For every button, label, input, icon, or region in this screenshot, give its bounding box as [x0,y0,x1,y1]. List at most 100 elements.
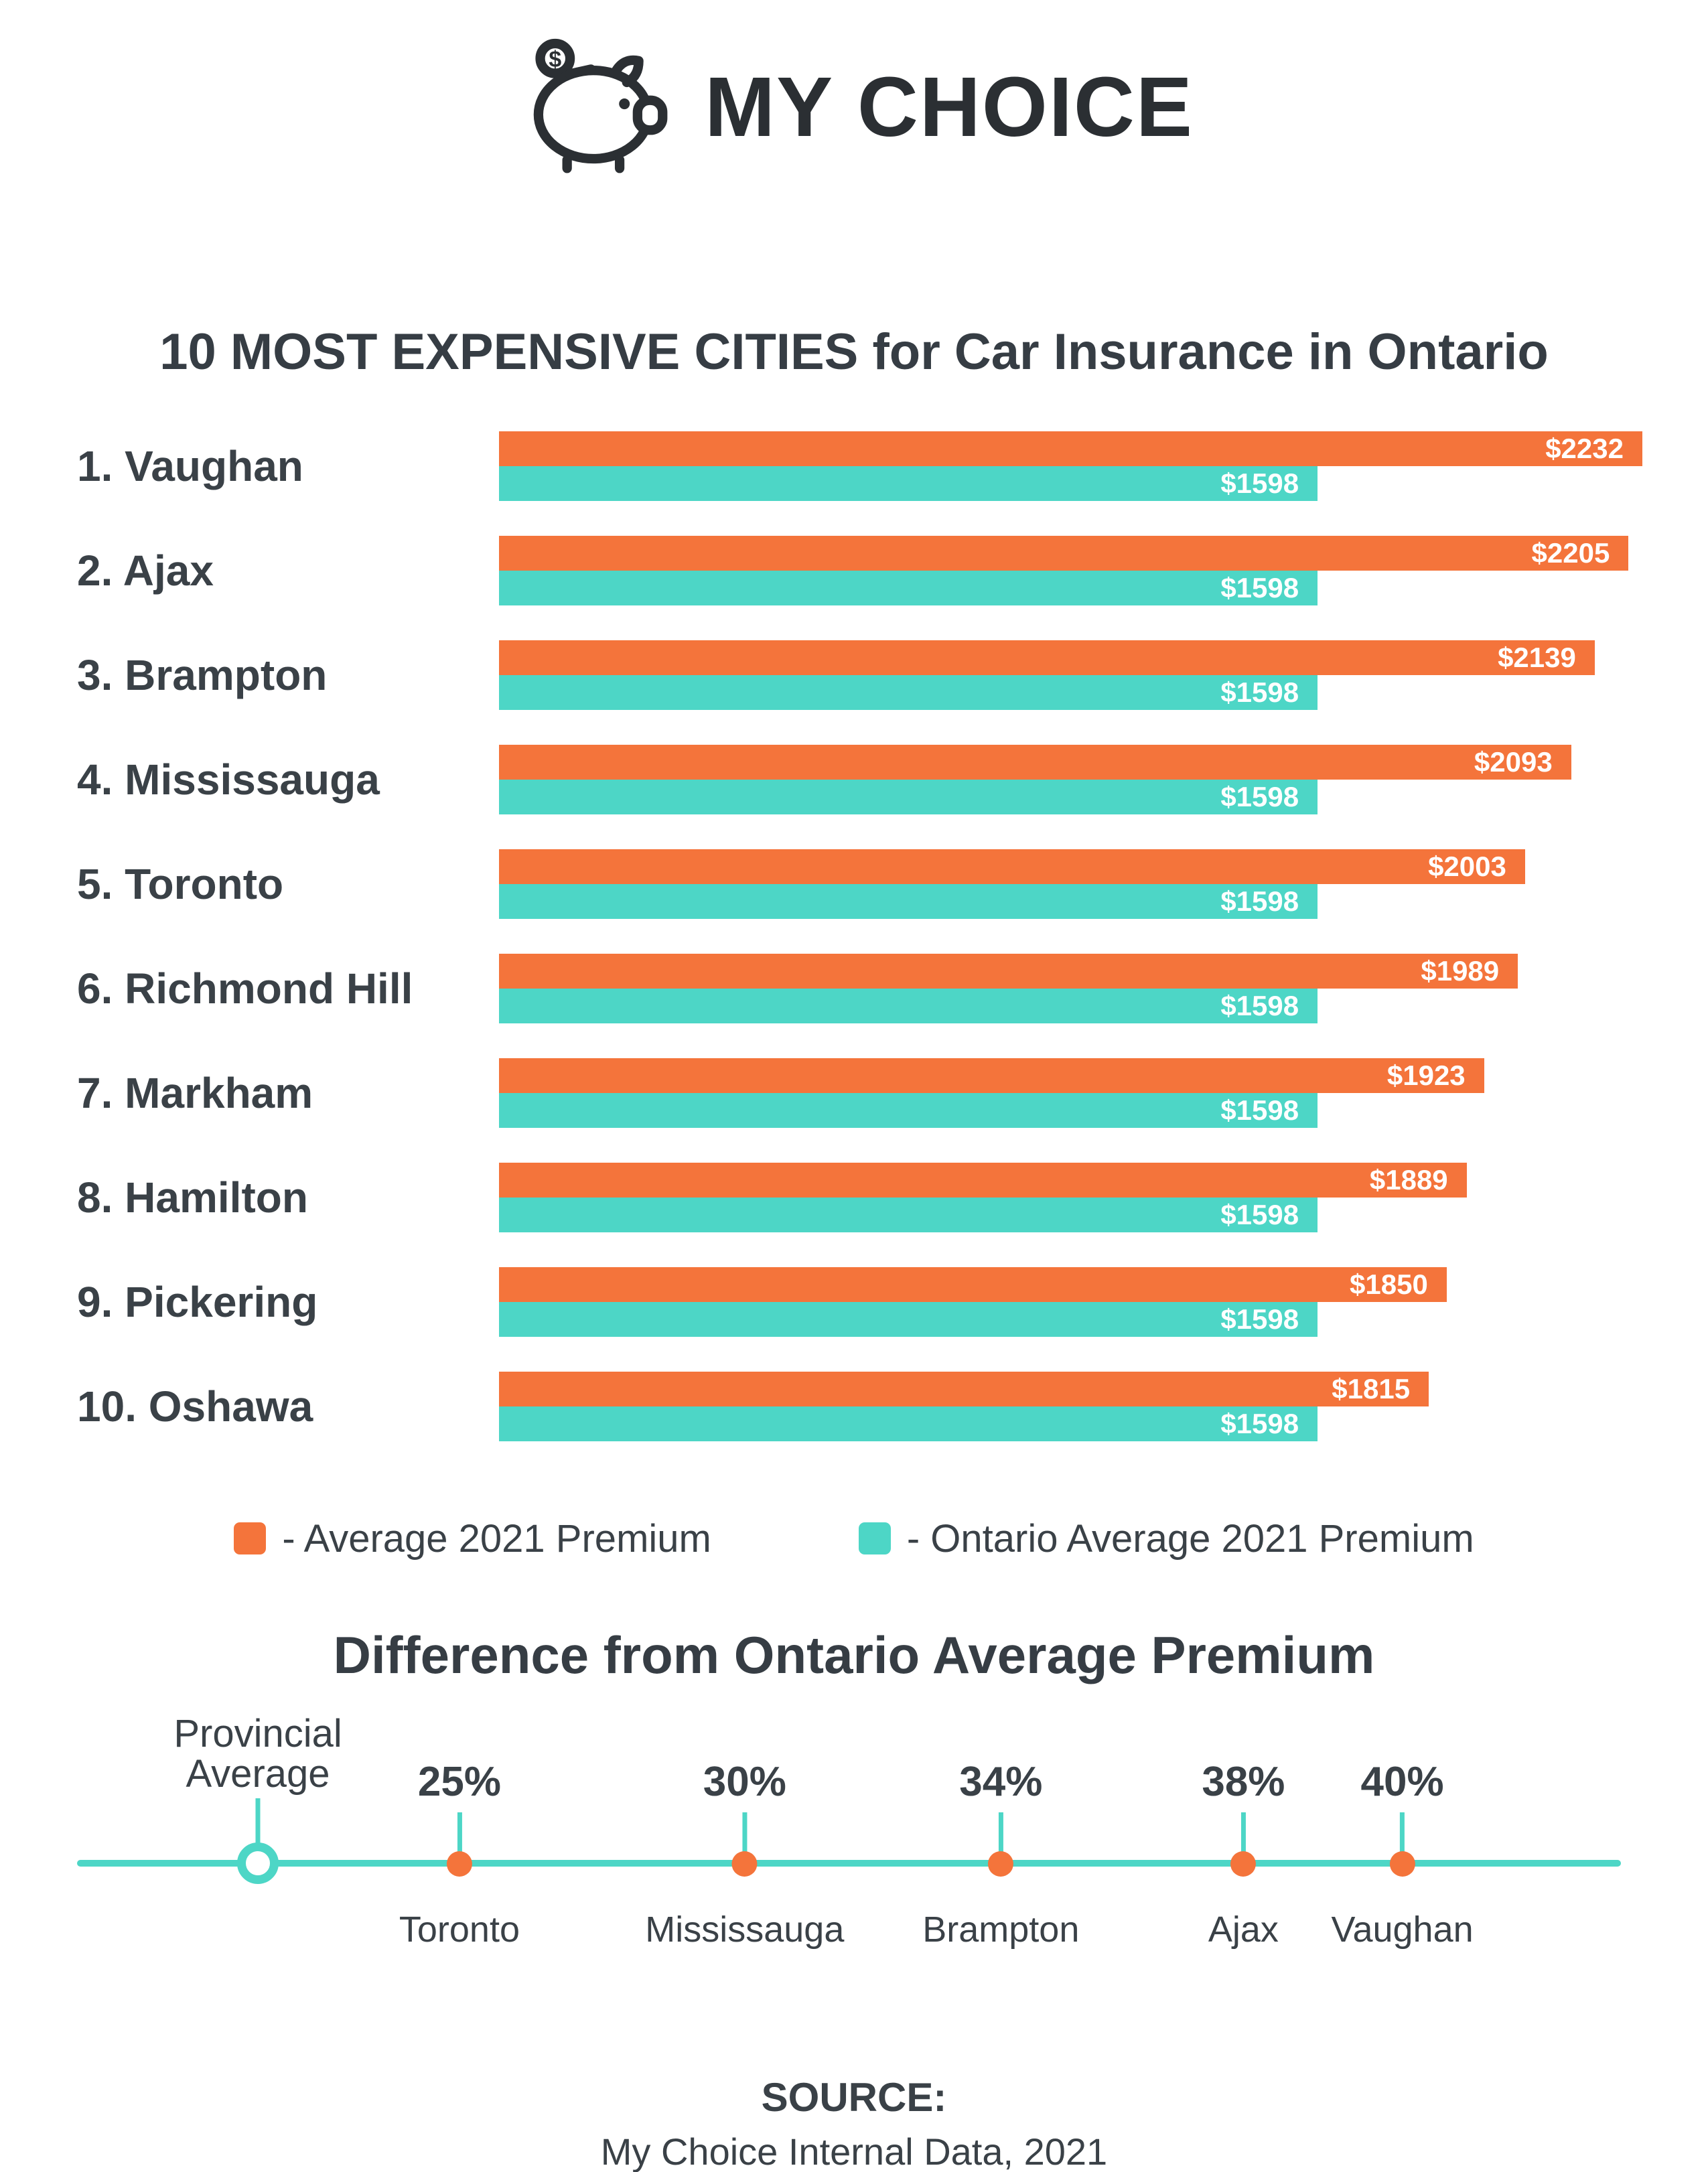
ontario-average-bar: $1598 [499,1197,1318,1232]
city-label: 8. Hamilton [77,1173,308,1222]
legend: - Average 2021 Premium - Ontario Average… [0,1516,1708,1561]
city-label: 6. Richmond Hill [77,964,413,1013]
bar-track: $2139 $1598 [499,640,1642,710]
bar-value-label: $2205 [1531,536,1610,569]
city-premium-bar: $1889 [499,1162,1467,1198]
legend-swatch-orange [234,1522,267,1555]
city-premium-bar: $2139 [499,640,1595,675]
ontario-average-bar: $1598 [499,465,1318,501]
bar-value-label: $2139 [1498,641,1576,673]
point-dot [1230,1851,1257,1877]
point-tick [457,1812,462,1859]
bar-value-label: $1598 [1220,1198,1299,1230]
city-label: 5. Toronto [77,859,284,908]
provincial-average-line2: Average [186,1751,330,1796]
point-city-label: Vaughan [1331,1909,1474,1950]
point-dot [731,1851,758,1877]
bar-track: $2003 $1598 [499,849,1642,919]
bar-row: 8. Hamilton $1889 $1598 [77,1162,1708,1232]
bar-track: $1923 $1598 [499,1058,1642,1128]
difference-section-title: Difference from Ontario Average Premium [333,1625,1375,1684]
timeline-point: 40% Vaughan [1331,1686,1473,1950]
percent-label: 40% [1360,1758,1444,1805]
percent-label: 38% [1202,1758,1285,1805]
ontario-average-bar: $1598 [499,1301,1318,1337]
svg-text:$: $ [549,46,562,72]
footer: SOURCE: My Choice Internal Data, 2021 [0,2074,1708,2172]
ontario-average-bar: $1598 [499,674,1318,710]
ontario-average-bar: $1598 [499,1406,1318,1441]
bar-value-label: $2232 [1545,432,1624,464]
bar-track: $2205 $1598 [499,535,1642,605]
timeline-chart: Provincial Average 25% Toronto 30% Mississa… [0,1686,1708,1974]
city-premium-bar: $1923 [499,1058,1484,1093]
city-label: 2. Ajax [77,546,214,595]
legend-label: - Ontario Average 2021 Premium [906,1516,1474,1561]
legend-item-city-premium: - Average 2021 Premium [234,1516,711,1561]
bar-value-label: $1923 [1386,1059,1466,1091]
piggy-bank-icon: $ [533,38,668,173]
legend-item-ontario-average: - Ontario Average 2021 Premium [858,1516,1474,1561]
bar-row: 6. Richmond Hill $1989 $1598 [77,953,1708,1023]
bar-row: 10. Oshawa $1815 $1598 [77,1371,1708,1441]
bar-track: $1850 $1598 [499,1266,1642,1337]
point-city-label: Ajax [1208,1909,1279,1950]
bar-row: 2. Ajax $2205 $1598 [77,535,1708,605]
provincial-average-label: Provincial Average [173,1711,342,1796]
point-city-label: Toronto [399,1909,520,1950]
bar-row: 1. Vaughan $2232 $1598 [77,431,1708,501]
bar-chart: 1. Vaughan $2232 $1598 2. Ajax $2205 $1598 3. … [0,431,1708,1441]
bar-value-label: $1598 [1220,676,1299,708]
timeline-point: 30% Mississauga [645,1686,844,1950]
bar-value-label: $1989 [1421,954,1500,987]
point-dot [988,1851,1014,1877]
ontario-average-bar: $1598 [499,779,1318,814]
bar-value-label: $1815 [1332,1372,1411,1404]
point-tick [1240,1812,1246,1859]
city-label: 9. Pickering [77,1277,318,1326]
ontario-average-bar: $1598 [499,883,1318,919]
bar-value-label: $2093 [1474,745,1553,778]
point-tick [742,1812,748,1859]
point-dot [446,1851,472,1877]
ontario-average-bar: $1598 [499,570,1318,605]
bar-row: 5. Toronto $2003 $1598 [77,849,1708,919]
bar-value-label: $1598 [1220,1407,1299,1439]
legend-label: - Average 2021 Premium [282,1516,711,1561]
bar-value-label: $1889 [1369,1163,1448,1196]
city-premium-bar: $1850 [499,1266,1447,1302]
timeline-point: 34% Brampton [922,1686,1079,1950]
bar-track: $1815 $1598 [499,1371,1642,1441]
point-city-label: Mississauga [645,1909,845,1950]
bar-value-label: $2003 [1428,850,1506,882]
brand-header: $ MY CHOICE [0,0,1708,178]
city-premium-bar: $2232 [499,431,1642,466]
city-premium-bar: $2003 [499,849,1525,884]
timeline-axis [77,1859,1621,1867]
brand-name: MY CHOICE [705,59,1194,154]
page-title: 10 MOST EXPENSIVE CITIES for Car Insuran… [159,323,1549,380]
city-label: 3. Brampton [77,650,328,699]
city-label: 10. Oshawa [77,1382,313,1431]
bar-row: 3. Brampton $2139 $1598 [77,640,1708,710]
ontario-average-bar: $1598 [499,988,1318,1023]
percent-label: 30% [703,1758,786,1805]
provincial-average-line1: Provincial [173,1711,342,1755]
bar-value-label: $1598 [1220,467,1299,499]
bar-value-label: $1598 [1220,885,1299,917]
source-text: My Choice Internal Data, 2021 [600,2130,1108,2172]
bar-value-label: $1598 [1220,989,1299,1021]
ontario-average-bar: $1598 [499,1092,1318,1128]
city-premium-bar: $1989 [499,953,1518,989]
bar-value-label: $1598 [1220,1303,1299,1335]
city-premium-bar: $2093 [499,744,1571,780]
provincial-average-tick [255,1798,261,1847]
timeline-point: 25% Toronto [399,1686,520,1950]
bar-value-label: $1598 [1220,780,1299,812]
legend-swatch-teal [858,1522,891,1555]
bar-row: 7. Markham $1923 $1598 [77,1058,1708,1128]
provincial-average-marker [237,1842,279,1884]
bar-value-label: $1598 [1220,1094,1299,1126]
percent-label: 34% [959,1758,1043,1805]
point-tick [1400,1812,1405,1859]
